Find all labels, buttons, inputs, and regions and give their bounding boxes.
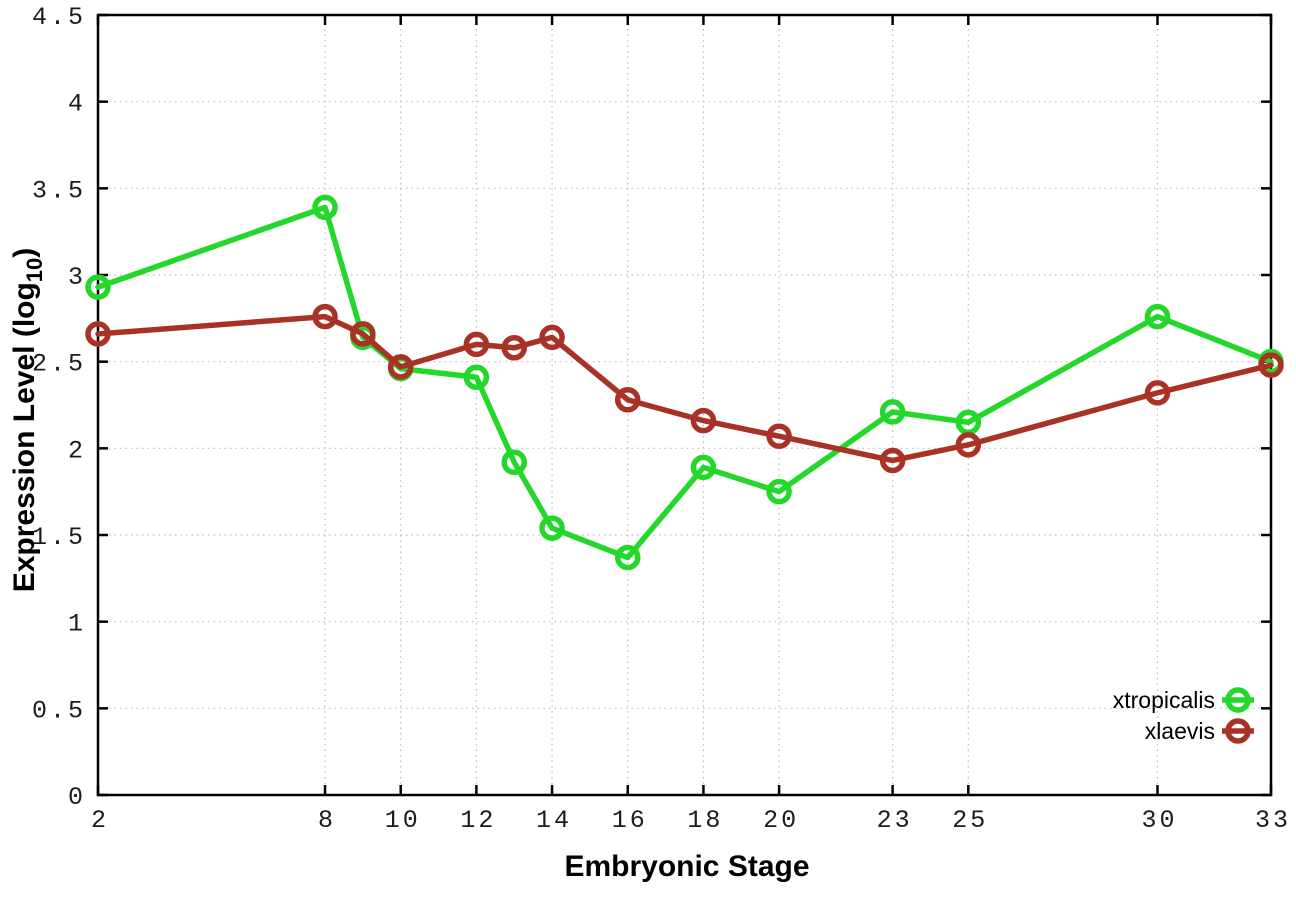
data-series	[85, 194, 1284, 571]
series-xlaevis-point	[1144, 380, 1171, 406]
y-tick-label: 1	[68, 610, 86, 639]
y-tick-label: 2	[68, 436, 86, 465]
y-axis-title-main: Expression Level (log	[8, 282, 41, 592]
legend: xtropicalis xlaevis	[1113, 687, 1254, 744]
x-tick-label: 20	[763, 806, 799, 835]
series-xtropicalis-point	[312, 194, 338, 221]
legend-label-xtropicalis: xtropicalis	[1113, 687, 1215, 713]
series-xlaevis-point	[539, 324, 565, 351]
series-xtropicalis-point	[879, 399, 906, 425]
legend-marker-xtropicalis	[1225, 687, 1251, 713]
plot-border	[96, 13, 1273, 797]
series-xtropicalis-point	[614, 544, 641, 571]
y-tick-label: 0.5	[32, 696, 86, 725]
y-tick-label: 4	[68, 90, 86, 119]
x-tick-label: 25	[952, 806, 988, 835]
series-xlaevis-point	[1258, 352, 1284, 378]
series-xlaevis-point	[387, 354, 414, 380]
y-axis-title-subscript: 10	[22, 258, 47, 282]
series-xlaevis-point	[766, 423, 792, 449]
x-tick-label: 16	[612, 806, 648, 835]
x-tick-label: 14	[536, 806, 572, 835]
series-xlaevis-line	[95, 313, 1274, 464]
y-axis-title: Expression Level (log10)	[8, 248, 47, 593]
series-xtropicalis-point	[85, 274, 111, 300]
x-tick-label: 2	[91, 806, 109, 835]
x-axis-title: Embryonic Stage	[564, 850, 809, 883]
series-xlaevis-point	[85, 321, 111, 347]
x-tick-label: 10	[385, 806, 421, 835]
y-tick-label: 4.5	[32, 3, 86, 32]
series-xtropicalis-point	[690, 454, 717, 481]
x-tick-label: 33	[1255, 806, 1291, 835]
series-xlaevis-point	[614, 387, 641, 413]
series-xtropicalis-point	[501, 449, 527, 475]
y-tick-label: 2.5	[32, 350, 86, 379]
legend-marker-xlaevis	[1225, 718, 1251, 744]
series-xlaevis-point	[501, 335, 527, 361]
series-xlaevis-point	[463, 331, 490, 358]
gridlines	[97, 14, 1272, 796]
series-xlaevis-point	[350, 321, 376, 347]
series-xtropicalis-line	[95, 204, 1274, 561]
series-xtropicalis-point	[1144, 303, 1171, 330]
y-axis-title-close: )	[8, 248, 41, 258]
y-tick-label: 3.5	[32, 176, 86, 205]
series-xtropicalis-point	[539, 515, 565, 541]
x-tick-label: 30	[1141, 806, 1177, 835]
series-xtropicalis-point	[766, 478, 792, 505]
axis-ticks: 0 0.5 1 1.5 2 2.5 3 3.5 4 4.5 2 8 10 12 14 16 18 20 23 25 30…	[32, 3, 1291, 835]
x-tick-label: 18	[687, 806, 723, 835]
x-tick-label: 8	[318, 806, 336, 835]
x-tick-label: 23	[877, 806, 913, 835]
series-xlaevis-point	[955, 432, 982, 458]
x-tick-label: 12	[460, 806, 496, 835]
y-tick-label: 3	[68, 263, 86, 292]
y-tick-label: 1.5	[32, 523, 86, 552]
y-tick-label: 0	[68, 783, 86, 812]
series-xtropicalis-point	[463, 364, 490, 391]
series-xlaevis-point	[690, 407, 717, 434]
series-xlaevis-point	[879, 447, 906, 474]
legend-label-xlaevis: xlaevis	[1145, 718, 1215, 744]
series-xlaevis-point	[312, 303, 338, 330]
